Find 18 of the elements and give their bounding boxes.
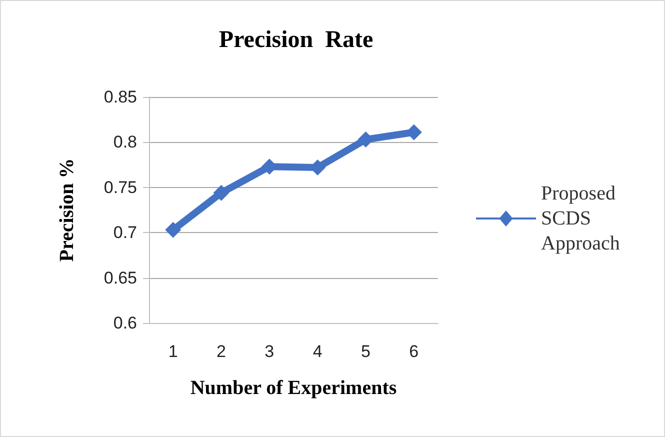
x-tick-label: 2 <box>216 342 226 361</box>
point <box>165 222 182 238</box>
y-tick-label: 0.75 <box>104 178 137 197</box>
x-tick-label: 1 <box>168 342 178 361</box>
chart-title: Precision Rate <box>218 27 374 53</box>
y-tick-label: 0.65 <box>104 268 137 288</box>
x-tick-label: 4 <box>312 342 322 361</box>
y-tick-label: 0.7 <box>113 223 137 242</box>
x-tick-label: 5 <box>361 342 370 361</box>
x-tick-label: 6 <box>409 342 419 361</box>
x-tick-label: 3 <box>264 342 274 361</box>
x-axis-title: Number of Experiments <box>190 377 397 399</box>
y-axis-title: Precision % <box>56 158 78 262</box>
point <box>213 184 230 201</box>
legend-label: Proposed SCDS Approach <box>541 182 620 254</box>
y-tick-label: 0.6 <box>113 314 137 332</box>
y-tick-label: 0.85 <box>104 88 137 106</box>
y-tick-label: 0.8 <box>113 132 137 152</box>
